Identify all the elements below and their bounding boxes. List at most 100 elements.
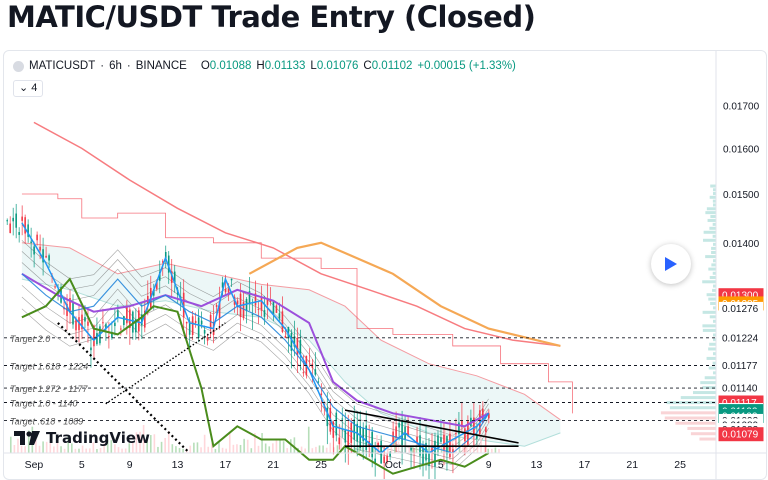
candle-body	[347, 431, 350, 447]
candle-body	[141, 314, 143, 326]
price-label-text: 0.01177	[722, 361, 758, 372]
candle-body	[90, 347, 92, 351]
volume-bar	[250, 448, 253, 453]
volume-profile-bar	[713, 319, 716, 323]
volume-bar	[157, 446, 159, 453]
price-label-box	[719, 331, 763, 345]
volume-profile-bar	[702, 310, 716, 314]
volume-bar	[311, 448, 314, 453]
volume-bar	[200, 447, 202, 453]
volume-bar	[404, 441, 407, 453]
time-tick-label: Sep	[25, 459, 44, 471]
candle-body	[365, 425, 367, 451]
volume-bar	[458, 436, 461, 453]
tradingview-logo[interactable]: TradingView	[14, 429, 150, 447]
volume-profile-bar	[713, 333, 716, 337]
candle-body	[257, 308, 260, 310]
candle-body	[188, 322, 191, 335]
candle-body	[446, 436, 448, 455]
price-label-box	[719, 358, 763, 372]
chart-canvas[interactable]: Target 2.0 Target 1.618 - 1224 Target 1.27…	[4, 51, 766, 479]
volume-bar	[336, 445, 339, 453]
candle-body	[407, 426, 409, 436]
volume-bar	[268, 446, 271, 453]
volume-bar	[149, 435, 152, 453]
candle-body	[284, 335, 287, 338]
volume-profile-bar	[712, 361, 716, 365]
candle-body	[12, 217, 14, 222]
candle-body	[377, 442, 379, 447]
time-tick-label: 25	[674, 459, 686, 471]
price-label-text: 0.01300	[722, 291, 759, 302]
time-tick-label: Oct	[385, 459, 401, 471]
volume-profile-bar	[687, 426, 716, 430]
volume-bar	[465, 444, 468, 453]
volume-bar	[228, 431, 231, 453]
candle-body	[69, 297, 71, 314]
volume-profile-bar	[713, 371, 716, 375]
volume-bar	[110, 440, 113, 453]
candle-body	[416, 436, 418, 443]
volume-profile-bar	[713, 203, 716, 207]
candle-body	[135, 319, 137, 333]
volume-profile-bar	[666, 401, 716, 405]
target-label: Target .618 - 1089	[10, 416, 83, 426]
volume-profile-bar	[713, 192, 716, 196]
volume-bar	[99, 448, 102, 453]
candle-body	[27, 224, 29, 237]
cloud-upper-line	[21, 242, 561, 421]
candle-body	[42, 249, 44, 263]
volume-bar	[167, 431, 170, 453]
ma-200-line	[33, 121, 561, 347]
volume-bar	[193, 442, 195, 453]
volume-profile-bar	[713, 338, 716, 342]
candle-body	[275, 305, 278, 313]
volume-profile-bar	[708, 267, 716, 271]
play-button[interactable]	[651, 244, 691, 284]
volume-profile-bar	[708, 347, 716, 351]
volume-bar	[218, 441, 220, 453]
play-icon	[665, 257, 677, 271]
page-title: MATIC/USDT Trade Entry (Closed)	[7, 0, 536, 34]
time-tick-label: 21	[267, 459, 279, 471]
indicators-toggle-button[interactable]: ⌄ 4	[13, 80, 44, 97]
volume-bar	[17, 438, 19, 453]
ma-ribbon-line	[21, 308, 489, 472]
volume-profile-bar	[711, 246, 716, 250]
candle-body	[167, 255, 170, 273]
volume-bar	[56, 434, 59, 453]
candle-body	[452, 449, 454, 453]
volume-bar	[286, 448, 289, 453]
volume-bar	[13, 445, 16, 453]
volume-bar	[24, 446, 26, 453]
symbol-name[interactable]: MATICUSDT	[29, 60, 96, 72]
interval-label[interactable]: 6h	[109, 60, 122, 72]
volume-bar	[476, 442, 479, 453]
volume-bar	[318, 445, 321, 453]
volume-bar	[63, 448, 66, 453]
volume-profile-bar	[712, 222, 716, 226]
volume-bar	[27, 430, 30, 453]
volume-bar	[38, 445, 41, 453]
volume-bar	[236, 444, 238, 453]
candle-body	[245, 299, 248, 311]
volume-bar	[354, 447, 357, 453]
volume-bar	[153, 434, 156, 453]
candle-body	[155, 281, 158, 289]
volume-profile-bar	[712, 199, 716, 203]
volume-bar	[368, 447, 371, 453]
volume-bar	[128, 443, 131, 453]
candle-body	[227, 288, 230, 293]
volume-profile-bar	[705, 255, 716, 259]
candle-body	[317, 381, 320, 383]
volume-bar	[78, 448, 80, 453]
volume-bar	[254, 433, 256, 453]
candle-body	[236, 300, 239, 305]
candle-body	[215, 305, 218, 307]
volume-bar	[135, 432, 138, 453]
volume-profile-bar	[712, 288, 716, 292]
chart-widget[interactable]: Target 2.0 Target 1.618 - 1224 Target 1.27…	[3, 50, 767, 480]
time-tick-label: 5	[79, 459, 85, 471]
candle-body	[158, 271, 161, 281]
candle-body	[87, 321, 89, 326]
